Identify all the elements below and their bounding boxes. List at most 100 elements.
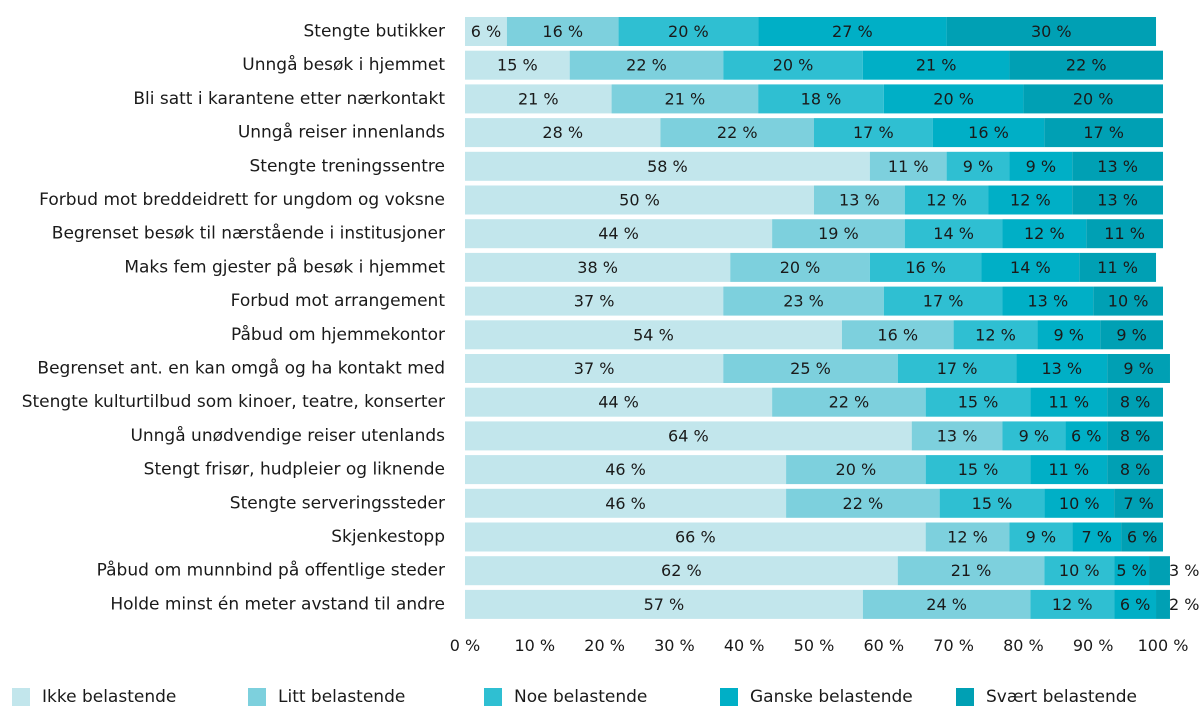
- data-label: 46 %: [605, 460, 646, 479]
- bar-segment: [660, 118, 814, 148]
- bar-segment: [1030, 455, 1108, 485]
- bar-segment: [465, 522, 926, 552]
- category-label: Unngå reiser innenlands: [238, 122, 445, 143]
- bar-segment: [1044, 488, 1115, 518]
- bar-segment: [1009, 50, 1163, 80]
- x-tick-label: 80 %: [1003, 636, 1044, 655]
- bar-segment: [1030, 589, 1115, 619]
- data-label: 7 %: [1081, 528, 1111, 547]
- bar-segment: [465, 488, 787, 518]
- category-label: Påbud om hjemmekontor: [231, 324, 445, 345]
- data-label: 10 %: [1059, 561, 1100, 580]
- bar-segment: [988, 185, 1073, 215]
- bar-segment: [814, 118, 933, 148]
- bar-segment: [465, 286, 724, 316]
- data-label: 12 %: [1010, 191, 1051, 210]
- legend-label: Noe belastende: [514, 687, 647, 707]
- legend-swatch: [484, 688, 502, 706]
- data-label: 58 %: [647, 157, 688, 176]
- data-label: 22 %: [626, 56, 667, 75]
- data-label: 21 %: [916, 56, 957, 75]
- data-label: 54 %: [633, 325, 674, 344]
- bar-segment: [1044, 118, 1163, 148]
- bar-segment: [1107, 455, 1163, 485]
- data-label: 44 %: [598, 393, 639, 412]
- category-label: Unngå unødvendige reiser utenlands: [130, 425, 445, 446]
- data-label: 23 %: [783, 292, 824, 311]
- bar-segment: [1002, 286, 1094, 316]
- data-label: 66 %: [675, 528, 716, 547]
- bar-segment: [611, 84, 759, 114]
- bar-segment: [723, 50, 863, 80]
- data-label: 20 %: [933, 89, 974, 108]
- data-label: 18 %: [801, 89, 842, 108]
- data-label: 13 %: [937, 426, 978, 445]
- bar-segment: [953, 320, 1038, 350]
- bar-segment: [925, 387, 1031, 417]
- x-axis: 0 % 10 % 20 % 30 % 40 % 50 % 60 % 70 % 80 % 90 % 1…: [450, 636, 1189, 655]
- data-label: 13 %: [1028, 292, 1069, 311]
- bar-segment: [862, 589, 1031, 619]
- x-tick-label: 60 %: [863, 636, 904, 655]
- data-label: 11 %: [1104, 224, 1145, 243]
- bar-segment: [981, 252, 1080, 282]
- bar-segment: [1016, 354, 1108, 383]
- bar-segment: [814, 185, 905, 215]
- bar-segment: [465, 50, 570, 80]
- bar-segment: [786, 455, 926, 485]
- data-label: 14 %: [1010, 258, 1051, 277]
- bar-segment: [883, 84, 1024, 114]
- data-label: 10 %: [1059, 494, 1100, 513]
- bar-segment: [946, 17, 1157, 46]
- bar-segment: [465, 151, 870, 181]
- data-label: 16 %: [968, 123, 1009, 142]
- bar-segment: [904, 219, 1003, 249]
- data-label: 20 %: [668, 22, 709, 41]
- data-label: 11 %: [1097, 258, 1138, 277]
- category-label: Unngå besøk i hjemmet: [242, 54, 445, 75]
- data-label: 22 %: [843, 494, 884, 513]
- bar-segment: [883, 286, 1003, 316]
- bar-segment: [925, 455, 1031, 485]
- data-label: 13 %: [839, 191, 880, 210]
- data-label: 13 %: [1097, 157, 1138, 176]
- data-label: 15 %: [958, 393, 999, 412]
- bar-segment: [1002, 219, 1087, 249]
- category-label: Forbud mot breddeidrett for ungdom og vo…: [39, 190, 445, 210]
- data-label: 6 %: [1127, 528, 1157, 547]
- data-label: 15 %: [958, 460, 999, 479]
- legend-swatch: [720, 688, 738, 706]
- bar-segment: [465, 387, 773, 417]
- category-label: Begrenset ant. en kan omgå og ha kontakt…: [37, 358, 445, 379]
- bar-segment: [772, 387, 926, 417]
- legend-label: Svært belastende: [986, 687, 1137, 707]
- category-labels: Stengte butikker Unngå besøk i hjemmet Bli…: [22, 22, 446, 615]
- bar-segment: [465, 320, 842, 350]
- data-label: 21 %: [518, 89, 559, 108]
- bar-segment: [1030, 387, 1108, 417]
- data-label: 19 %: [818, 224, 859, 243]
- data-label: 20 %: [773, 56, 814, 75]
- x-tick-label: 90 %: [1073, 636, 1114, 655]
- data-label: 64 %: [668, 426, 709, 445]
- bar-segment: [897, 354, 1017, 383]
- data-label: 27 %: [832, 22, 873, 41]
- bar-segment: [772, 219, 905, 249]
- data-label: 21 %: [665, 89, 706, 108]
- data-label: 2 %: [1169, 595, 1199, 614]
- bar-segment: [1114, 488, 1163, 518]
- x-tick-label: 30 %: [654, 636, 695, 655]
- data-label: 25 %: [790, 359, 831, 378]
- x-tick-label: 100 %: [1138, 636, 1189, 655]
- bar-segment: [1044, 556, 1115, 586]
- data-label: 6 %: [471, 22, 501, 41]
- bar-segment: [723, 286, 884, 316]
- data-label: 15 %: [972, 494, 1013, 513]
- data-label: 17 %: [1083, 123, 1124, 142]
- bar-segment: [569, 50, 724, 80]
- data-label: 46 %: [605, 494, 646, 513]
- bar-segment: [1009, 522, 1073, 552]
- data-label: 11 %: [1048, 393, 1089, 412]
- bar-segment: [1107, 354, 1170, 383]
- data-label: 17 %: [923, 292, 964, 311]
